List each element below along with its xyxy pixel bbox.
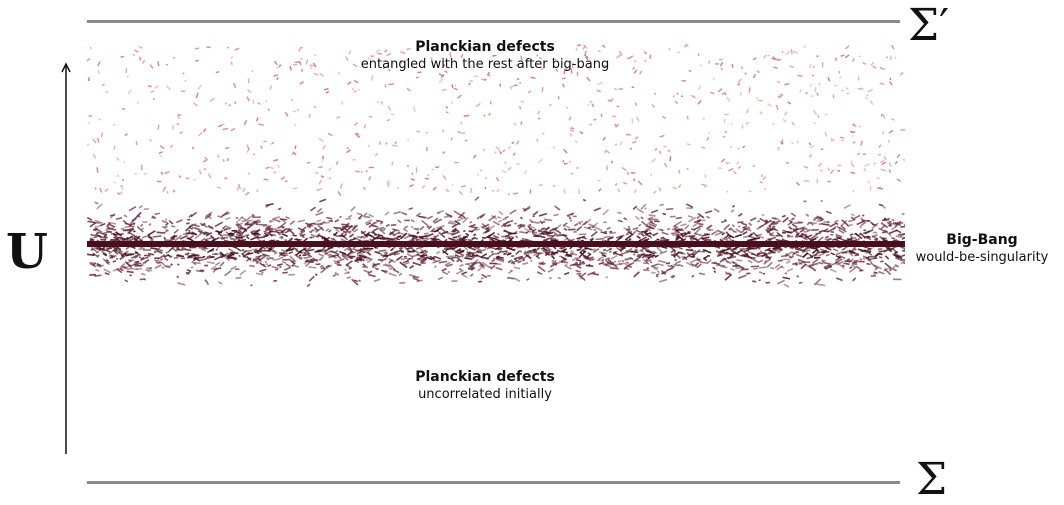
sigma-boundary-line <box>87 481 900 484</box>
planckian-defects-field <box>87 38 905 296</box>
u-operator-label: U <box>6 228 48 276</box>
sigma-prime-label: Σ′ <box>908 4 949 48</box>
big-bang-subtitle: would-be-singularity <box>906 249 1058 267</box>
top-defects-subtitle: entangled with the rest after big-bang <box>290 56 680 74</box>
big-bang-title: Big-Bang <box>906 231 1058 249</box>
sigma-prime-boundary-line <box>87 20 900 23</box>
bottom-defects-subtitle: uncorrelated initially <box>290 386 680 404</box>
big-bang-core-line <box>87 241 905 247</box>
bottom-defects-label: Planckian defects uncorrelated initially <box>290 368 680 404</box>
top-defects-label: Planckian defects entangled with the res… <box>290 38 680 74</box>
sigma-label: Σ <box>916 458 947 502</box>
bottom-defects-title: Planckian defects <box>290 368 680 386</box>
big-bang-label: Big-Bang would-be-singularity <box>906 231 1058 267</box>
time-evolution-arrow <box>58 62 74 454</box>
top-defects-title: Planckian defects <box>290 38 680 56</box>
